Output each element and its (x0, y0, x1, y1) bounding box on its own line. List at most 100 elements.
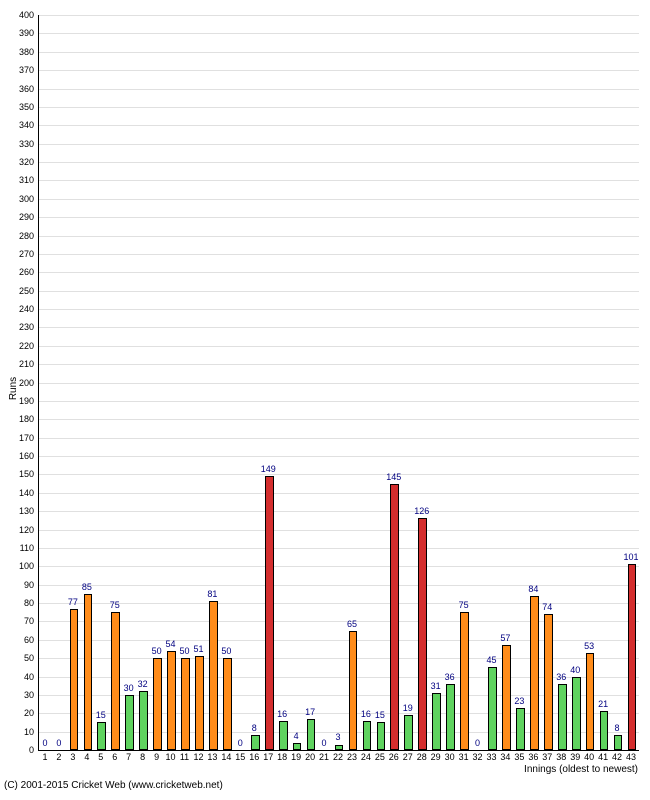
x-tick-label: 29 (431, 752, 441, 762)
bar (390, 484, 399, 750)
bar-value-label: 50 (152, 646, 162, 656)
y-tick-label: 240 (0, 304, 34, 314)
bar-value-label: 75 (110, 600, 120, 610)
grid-line (39, 254, 639, 255)
bar (97, 722, 106, 750)
y-tick-label: 310 (0, 175, 34, 185)
x-tick-label: 24 (361, 752, 371, 762)
bar (181, 658, 190, 750)
grid-line (39, 217, 639, 218)
bar-value-label: 36 (445, 672, 455, 682)
grid-line (39, 456, 639, 457)
bar (586, 653, 595, 750)
x-tick-label: 25 (375, 752, 385, 762)
y-tick-label: 0 (0, 745, 34, 755)
y-tick-label: 160 (0, 451, 34, 461)
x-tick-label: 4 (84, 752, 89, 762)
bar-value-label: 4 (294, 731, 299, 741)
x-tick-label: 15 (235, 752, 245, 762)
y-tick-label: 110 (0, 543, 34, 553)
x-tick-label: 12 (193, 752, 203, 762)
y-tick-label: 300 (0, 194, 34, 204)
bar-value-label: 36 (556, 672, 566, 682)
bar (600, 711, 609, 750)
grid-line (39, 474, 639, 475)
bar-value-label: 21 (598, 699, 608, 709)
grid-line (39, 401, 639, 402)
y-tick-label: 30 (0, 690, 34, 700)
bar (488, 667, 497, 750)
bar-value-label: 15 (375, 710, 385, 720)
bar (572, 677, 581, 751)
bar-value-label: 40 (570, 665, 580, 675)
x-tick-label: 42 (612, 752, 622, 762)
y-tick-label: 360 (0, 84, 34, 94)
bar-value-label: 19 (403, 703, 413, 713)
bar (195, 656, 204, 750)
x-tick-label: 23 (347, 752, 357, 762)
bar-chart: Runs Innings (oldest to newest) (C) 2001… (0, 0, 650, 800)
y-tick-label: 190 (0, 396, 34, 406)
grid-line (39, 346, 639, 347)
y-tick-label: 380 (0, 47, 34, 57)
x-tick-label: 26 (389, 752, 399, 762)
y-tick-label: 220 (0, 341, 34, 351)
y-tick-label: 320 (0, 157, 34, 167)
bar (446, 684, 455, 750)
x-axis-label: Innings (oldest to newest) (524, 764, 638, 775)
x-tick-label: 27 (403, 752, 413, 762)
bar-value-label: 0 (56, 738, 61, 748)
x-tick-label: 8 (140, 752, 145, 762)
bar-value-label: 75 (459, 600, 469, 610)
bar-value-label: 45 (486, 655, 496, 665)
bar-value-label: 0 (475, 738, 480, 748)
bar (70, 609, 79, 750)
y-tick-label: 100 (0, 561, 34, 571)
grid-line (39, 52, 639, 53)
x-tick-label: 13 (207, 752, 217, 762)
bar (363, 721, 372, 750)
grid-line (39, 585, 639, 586)
x-tick-label: 7 (126, 752, 131, 762)
y-tick-label: 80 (0, 598, 34, 608)
x-tick-label: 2 (56, 752, 61, 762)
grid-line (39, 107, 639, 108)
x-tick-label: 10 (166, 752, 176, 762)
bar-value-label: 81 (207, 589, 217, 599)
y-tick-label: 200 (0, 378, 34, 388)
bar (614, 735, 623, 750)
bar (209, 601, 218, 750)
bar-value-label: 50 (179, 646, 189, 656)
bar-value-label: 32 (138, 679, 148, 689)
x-tick-label: 19 (291, 752, 301, 762)
bar-value-label: 8 (615, 723, 620, 733)
bar (167, 651, 176, 750)
bar-value-label: 84 (528, 584, 538, 594)
bar (293, 743, 302, 750)
y-tick-label: 140 (0, 488, 34, 498)
grid-line (39, 199, 639, 200)
grid-line (39, 493, 639, 494)
x-tick-label: 22 (333, 752, 343, 762)
y-tick-label: 10 (0, 727, 34, 737)
grid-line (39, 236, 639, 237)
bar (279, 721, 288, 750)
x-tick-label: 31 (459, 752, 469, 762)
x-tick-label: 14 (221, 752, 231, 762)
x-tick-label: 36 (528, 752, 538, 762)
y-tick-label: 150 (0, 469, 34, 479)
bar-value-label: 30 (124, 683, 134, 693)
bar-value-label: 85 (82, 582, 92, 592)
y-tick-label: 230 (0, 322, 34, 332)
bar (628, 564, 637, 750)
grid-line (39, 125, 639, 126)
bar-value-label: 57 (500, 633, 510, 643)
bar (349, 631, 358, 750)
x-tick-label: 43 (626, 752, 636, 762)
bar (223, 658, 232, 750)
y-tick-label: 70 (0, 616, 34, 626)
y-tick-label: 290 (0, 212, 34, 222)
y-tick-label: 370 (0, 65, 34, 75)
x-tick-label: 32 (473, 752, 483, 762)
x-tick-label: 21 (319, 752, 329, 762)
